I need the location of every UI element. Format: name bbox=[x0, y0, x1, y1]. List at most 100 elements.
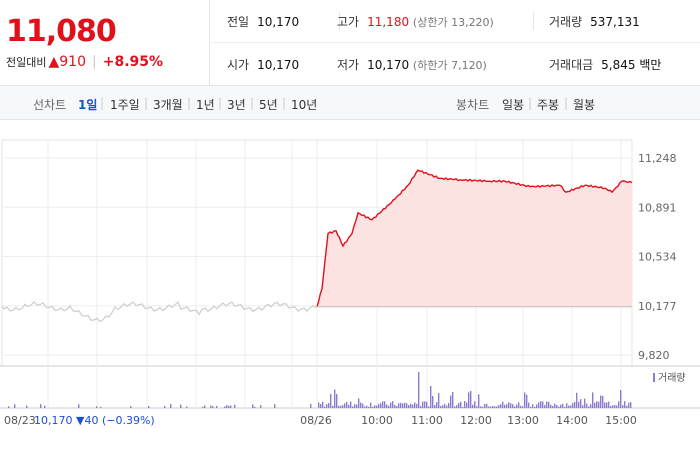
volume-bar bbox=[394, 404, 396, 408]
volume-bar bbox=[436, 402, 438, 408]
tab-10y[interactable]: 10년 bbox=[291, 98, 318, 112]
volume-bar bbox=[522, 406, 524, 408]
volume-bar bbox=[254, 406, 256, 408]
tab-3y[interactable]: 3년 bbox=[227, 98, 246, 112]
volume-bar bbox=[310, 404, 312, 408]
volume-bar bbox=[492, 406, 494, 408]
volume-bar bbox=[456, 405, 458, 408]
tab-3m[interactable]: 3개월 bbox=[153, 98, 183, 112]
volume-bar bbox=[560, 404, 562, 408]
volume-bar bbox=[498, 405, 500, 408]
volume-bar bbox=[496, 406, 498, 408]
tab-weekly-candle[interactable]: 주봉 bbox=[537, 98, 560, 112]
volume-bar bbox=[400, 402, 402, 408]
volume-bar bbox=[180, 404, 182, 408]
volume-bar bbox=[210, 405, 212, 408]
volume-bar bbox=[390, 402, 392, 408]
volume-bar bbox=[564, 406, 566, 408]
volume-bar bbox=[378, 404, 380, 408]
volume-bar bbox=[404, 402, 406, 408]
volume-bar bbox=[216, 405, 218, 408]
volume-bar bbox=[528, 402, 530, 408]
volume-bar bbox=[548, 401, 550, 408]
volume-bar bbox=[476, 406, 478, 408]
volume-bar bbox=[402, 403, 404, 408]
volume-bar bbox=[466, 402, 468, 408]
volume-bar bbox=[524, 392, 526, 408]
volume-bar bbox=[204, 405, 206, 408]
volume-bar bbox=[420, 406, 422, 408]
volume-bar bbox=[410, 403, 412, 408]
volume-bar bbox=[350, 401, 352, 408]
volume-bar bbox=[520, 405, 522, 408]
volume-bar bbox=[130, 406, 132, 408]
volume-bar bbox=[430, 386, 432, 408]
volume-bar bbox=[626, 405, 628, 408]
volume-bar bbox=[556, 404, 558, 408]
tab-daily-candle[interactable]: 일봉 bbox=[502, 98, 525, 112]
volume-bar bbox=[586, 403, 588, 408]
x-tick-label: 10:00 bbox=[361, 414, 393, 427]
volume-bar bbox=[364, 406, 366, 408]
volume-bar bbox=[78, 404, 80, 408]
volume-bar bbox=[592, 392, 594, 408]
volume-bar bbox=[376, 405, 378, 408]
y-tick-label: 11,248 bbox=[638, 152, 677, 165]
volume: 거래량 537,131 bbox=[549, 15, 640, 29]
volume-bar bbox=[610, 405, 612, 408]
x-tick-label: 11:00 bbox=[411, 414, 443, 427]
volume-bar bbox=[344, 403, 346, 408]
y-tick-label: 10,891 bbox=[638, 201, 677, 214]
volume-bar bbox=[630, 402, 632, 408]
volume-bar bbox=[482, 406, 484, 408]
today-price-line bbox=[316, 169, 633, 307]
volume-bar bbox=[330, 394, 332, 408]
volume-bar bbox=[438, 393, 440, 408]
volume-bar bbox=[432, 396, 434, 408]
tab-5y[interactable]: 5년 bbox=[259, 98, 278, 112]
volume-bar bbox=[170, 404, 172, 408]
volume-bar bbox=[336, 394, 338, 408]
volume-bar bbox=[440, 406, 442, 408]
volume-bar bbox=[506, 404, 508, 408]
volume-bar bbox=[494, 406, 496, 408]
volume-bar bbox=[508, 402, 510, 408]
volume-bar bbox=[526, 394, 528, 408]
volume-bar bbox=[348, 404, 350, 408]
volume-bar bbox=[226, 405, 228, 408]
volume-bar bbox=[550, 404, 552, 408]
tab-1d[interactable]: 1일 bbox=[78, 98, 98, 112]
volume-bar bbox=[576, 392, 578, 408]
volume-bar bbox=[514, 406, 516, 408]
volume-bar bbox=[426, 401, 428, 408]
tab-1w[interactable]: 1주일 bbox=[110, 98, 140, 112]
volume-bar bbox=[552, 405, 554, 408]
prev-day-summary: 10,170 ▼40 (−0.39%) bbox=[34, 414, 155, 427]
volume-bar bbox=[462, 406, 464, 408]
volume-legend: 거래량 bbox=[658, 372, 686, 384]
volume-bar bbox=[322, 401, 324, 408]
volume-bar bbox=[602, 396, 604, 408]
volume-bar bbox=[342, 405, 344, 408]
volume-bar bbox=[468, 392, 470, 408]
volume-bar bbox=[570, 405, 572, 408]
volume-bar bbox=[484, 404, 486, 408]
volume-bar bbox=[358, 398, 360, 408]
volume-bar bbox=[574, 401, 576, 408]
volume-bar bbox=[40, 404, 42, 408]
volume-bar bbox=[446, 405, 448, 408]
volume-bar bbox=[600, 395, 602, 408]
volume-bar bbox=[362, 403, 364, 408]
up-arrow-icon: ▲ bbox=[48, 54, 60, 70]
volume-bar bbox=[424, 401, 426, 408]
volume-bar bbox=[370, 402, 372, 408]
y-tick-label: 9,820 bbox=[638, 349, 670, 362]
tab-1y[interactable]: 1년 bbox=[196, 98, 215, 112]
trade-value: 거래대금 5,845 백만 bbox=[549, 58, 662, 72]
volume-bar bbox=[464, 401, 466, 408]
x-tick-label: 12:00 bbox=[460, 414, 492, 427]
volume-bar bbox=[444, 403, 446, 408]
volume-bar bbox=[588, 406, 590, 408]
tab-monthly-candle[interactable]: 월봉 bbox=[573, 98, 596, 112]
volume-bar bbox=[340, 405, 342, 408]
